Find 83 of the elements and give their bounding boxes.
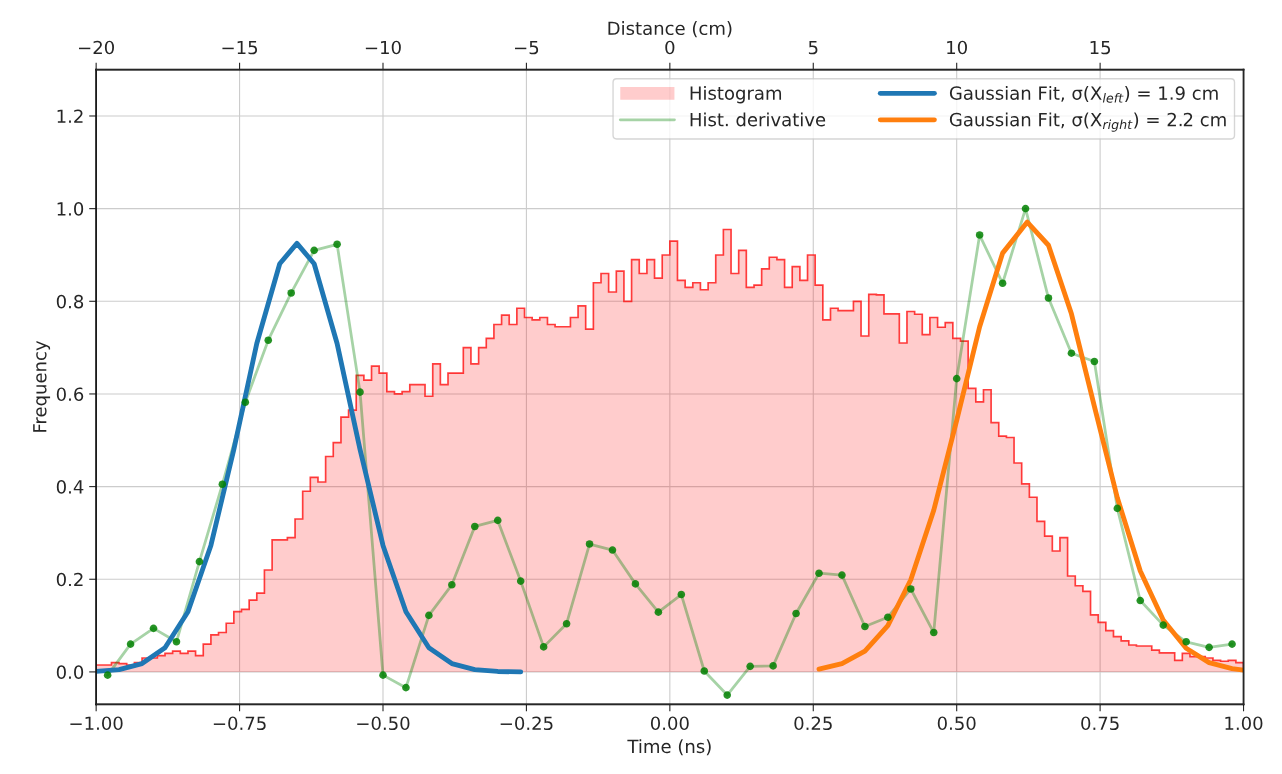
x-tick-label: −0.75 xyxy=(213,716,266,731)
point xyxy=(516,577,525,585)
point xyxy=(975,231,984,239)
point xyxy=(470,522,479,531)
line-series xyxy=(96,240,524,675)
point xyxy=(562,619,571,628)
point xyxy=(792,609,800,618)
y-tick-label: 1.2 xyxy=(57,109,83,123)
x2-tick-label: 0 xyxy=(665,40,675,55)
point xyxy=(998,279,1007,288)
point xyxy=(149,624,158,633)
x2-tick-label: −20 xyxy=(79,40,114,55)
point xyxy=(1113,504,1122,513)
point xyxy=(264,336,273,345)
point xyxy=(769,662,777,670)
x2-tick-label: 10 xyxy=(947,40,967,55)
point xyxy=(929,628,938,637)
point xyxy=(608,546,617,554)
point xyxy=(585,540,594,548)
point xyxy=(654,608,663,616)
point xyxy=(448,581,456,589)
y-axis-title: Frequency xyxy=(33,340,51,432)
point xyxy=(1228,640,1236,648)
point xyxy=(1067,349,1076,357)
y-tick-label: 0.2 xyxy=(56,572,83,587)
x-tick-label: 0.50 xyxy=(937,716,976,731)
point xyxy=(126,640,135,648)
point xyxy=(1182,637,1190,646)
point xyxy=(815,569,823,578)
legend-label: Gaussian Fit, σ(X$_{right}$) = 2.2 cm xyxy=(949,112,1226,132)
x-tick-label: −0.25 xyxy=(500,716,553,731)
point xyxy=(1205,643,1213,652)
point xyxy=(402,683,410,692)
x-axis-title: Time (ns) xyxy=(627,739,711,756)
x-tick-label: 0.00 xyxy=(650,716,689,731)
point xyxy=(310,246,318,255)
y-tick-label: 0.4 xyxy=(56,480,84,494)
y-tick-label: 0.6 xyxy=(56,387,84,402)
legend-label: Hist. derivative xyxy=(690,112,826,127)
point xyxy=(379,671,387,679)
x2-tick-label: 5 xyxy=(808,40,818,55)
point xyxy=(218,480,227,489)
y-tick-label: 0.8 xyxy=(56,294,84,309)
point xyxy=(700,667,709,675)
x-tick-label: 0.25 xyxy=(794,716,832,731)
point xyxy=(333,240,341,249)
point xyxy=(1136,596,1145,605)
point xyxy=(1090,357,1099,366)
point xyxy=(1044,294,1053,302)
point xyxy=(356,388,364,396)
x2-tick-label: −5 xyxy=(515,40,539,55)
point xyxy=(884,613,892,622)
legend-label: Histogram xyxy=(690,85,782,104)
point xyxy=(195,557,204,566)
point xyxy=(1021,204,1030,213)
point xyxy=(287,289,296,297)
point xyxy=(493,516,502,525)
point xyxy=(906,585,915,593)
point xyxy=(1159,621,1168,629)
point xyxy=(241,398,250,407)
point xyxy=(861,622,869,631)
x2-tick-label: 15 xyxy=(1090,40,1111,55)
point xyxy=(172,637,181,646)
point xyxy=(677,590,686,599)
point xyxy=(838,571,846,579)
x2-tick-label: −15 xyxy=(222,40,258,55)
x2-axis-title: Distance (cm) xyxy=(608,21,732,38)
x2-tick-label: −10 xyxy=(365,40,401,55)
point xyxy=(723,691,732,699)
x-tick-label: 1.00 xyxy=(1225,716,1263,731)
point xyxy=(952,374,961,383)
point xyxy=(103,671,112,679)
x-tick-label: 0.75 xyxy=(1081,716,1119,731)
point xyxy=(539,643,548,651)
y-tick-label: 0.0 xyxy=(56,665,84,680)
legend-label: Gaussian Fit, σ(X$_{left}$) = 1.9 cm xyxy=(949,85,1218,103)
x-tick-label: −1.00 xyxy=(70,716,123,731)
x-tick-label: −0.50 xyxy=(357,716,410,731)
point xyxy=(425,611,433,620)
line-series xyxy=(816,219,1244,673)
y-tick-label: 1.0 xyxy=(57,202,84,216)
point xyxy=(631,580,640,588)
point xyxy=(746,662,754,671)
